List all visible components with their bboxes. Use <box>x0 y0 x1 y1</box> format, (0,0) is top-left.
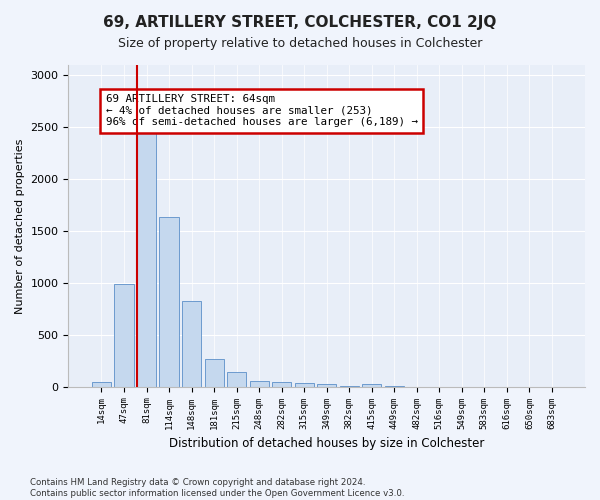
Bar <box>362 384 382 386</box>
Text: 69, ARTILLERY STREET, COLCHESTER, CO1 2JQ: 69, ARTILLERY STREET, COLCHESTER, CO1 2J… <box>103 15 497 30</box>
Bar <box>205 359 224 386</box>
Bar <box>137 132 156 386</box>
Text: Contains HM Land Registry data © Crown copyright and database right 2024.
Contai: Contains HM Land Registry data © Crown c… <box>30 478 404 498</box>
Text: Size of property relative to detached houses in Colchester: Size of property relative to detached ho… <box>118 38 482 51</box>
Text: 69 ARTILLERY STREET: 64sqm
← 4% of detached houses are smaller (253)
96% of semi: 69 ARTILLERY STREET: 64sqm ← 4% of detac… <box>106 94 418 128</box>
Y-axis label: Number of detached properties: Number of detached properties <box>15 138 25 314</box>
Bar <box>92 382 111 386</box>
Bar <box>160 216 179 386</box>
Bar <box>115 284 134 386</box>
Bar <box>295 382 314 386</box>
X-axis label: Distribution of detached houses by size in Colchester: Distribution of detached houses by size … <box>169 437 484 450</box>
Bar <box>272 382 291 386</box>
Bar <box>227 372 246 386</box>
Bar <box>182 300 201 386</box>
Bar <box>250 381 269 386</box>
Bar <box>317 384 336 386</box>
